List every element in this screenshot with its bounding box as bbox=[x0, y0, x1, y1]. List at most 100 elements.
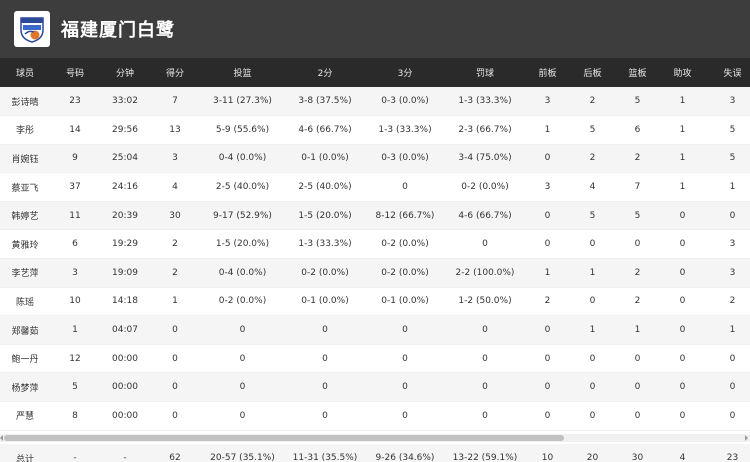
stat-cell-oreb: 1 bbox=[525, 258, 570, 288]
column-header[interactable]: 分钟 bbox=[115, 69, 134, 79]
player-name: 李彤 bbox=[0, 115, 50, 145]
column-header[interactable]: 前板 bbox=[538, 69, 557, 79]
stat-cell-tov: 1 bbox=[705, 315, 750, 345]
totals-reb: 30 bbox=[631, 453, 644, 462]
stat-cell-two: 0 bbox=[285, 372, 365, 403]
totals-ft: 13-22 (59.1%) bbox=[452, 453, 518, 462]
stat-cell-reb: 0 bbox=[615, 372, 660, 403]
stat-cell-ast: 0 bbox=[660, 315, 705, 345]
stat-cell-dreb: 1 bbox=[570, 315, 615, 345]
stat-cell-two: 3-8 (37.5%) bbox=[285, 87, 365, 117]
stat-cell-minutes: 33:02 bbox=[100, 87, 150, 117]
stat-cell-tov: 3 bbox=[705, 87, 750, 117]
stat-cell-tov: 0 bbox=[705, 201, 750, 231]
scroll-right-icon[interactable] bbox=[745, 435, 748, 441]
stat-cell-number: 5 bbox=[50, 372, 100, 403]
stat-cell-ast: 1 bbox=[660, 172, 705, 202]
scrollbar-thumb[interactable] bbox=[4, 435, 564, 441]
horizontal-scrollbar[interactable] bbox=[0, 434, 750, 442]
stat-cell-three: 0-1 (0.0%) bbox=[365, 287, 445, 317]
stat-cell-points: 0 bbox=[150, 401, 200, 431]
player-name: 严慧 bbox=[0, 401, 50, 431]
stat-cell-reb: 0 bbox=[615, 344, 660, 374]
column-header[interactable]: 罚球 bbox=[475, 69, 494, 79]
stat-cell-ft: 0 bbox=[445, 372, 525, 403]
totals-fg: 20-57 (35.1%) bbox=[210, 453, 275, 462]
stat-cell-dreb: 5 bbox=[570, 115, 615, 145]
table-row: 郑馨茹 1 04:07 0 0 0 0 0 0 1 1 0 1 bbox=[0, 315, 750, 345]
stat-cell-fg: 9-17 (52.9%) bbox=[200, 201, 285, 231]
stat-cell-minutes: 29:56 bbox=[100, 115, 150, 145]
column-header[interactable]: 助攻 bbox=[673, 69, 692, 79]
column-header[interactable]: 投篮 bbox=[233, 69, 252, 79]
stat-cell-two: 0 bbox=[285, 315, 365, 345]
scroll-left-icon[interactable] bbox=[0, 435, 3, 441]
player-name: 蔡亚飞 bbox=[0, 172, 50, 202]
stat-cell-ft: 1-2 (50.0%) bbox=[445, 287, 525, 317]
column-header[interactable]: 后板 bbox=[583, 69, 602, 79]
stat-cell-minutes: 20:39 bbox=[100, 201, 150, 231]
stat-cell-fg: 0 bbox=[200, 344, 285, 374]
stat-cell-oreb: 3 bbox=[525, 172, 570, 202]
column-header[interactable]: 篮板 bbox=[628, 69, 647, 79]
table-row: 鲍一丹 12 00:00 0 0 0 0 0 0 0 0 0 0 bbox=[0, 344, 750, 374]
stat-cell-dreb: 0 bbox=[570, 344, 615, 374]
stat-cell-oreb: 0 bbox=[525, 144, 570, 174]
stat-cell-three: 0 bbox=[365, 401, 445, 431]
column-header[interactable]: 失误 bbox=[723, 69, 742, 79]
stat-cell-points: 4 bbox=[150, 172, 200, 202]
stat-cell-ft: 4-6 (66.7%) bbox=[445, 201, 525, 231]
totals-row: 总计 - - 62 20-57 (35.1%) 11-31 (35.5%) 9-… bbox=[0, 444, 750, 462]
stat-cell-minutes: 19:29 bbox=[100, 229, 150, 260]
team-name: 福建厦门白鹭 bbox=[61, 20, 175, 41]
box-score-table: 球员 号码 分钟 得分 投篮 2分 3分 罚球 前板 后板 篮板 助攻 失误 彭诗晴 23 33:02 7 3-… bbox=[0, 58, 750, 431]
stat-cell-three: 0-2 (0.0%) bbox=[365, 258, 445, 288]
box-score-panel[interactable]: 球员 号码 分钟 得分 投篮 2分 3分 罚球 前板 后板 篮板 助攻 失误 彭诗晴 23 33:02 7 3-… bbox=[0, 58, 750, 462]
stat-cell-dreb: 2 bbox=[570, 87, 615, 117]
totals-number: - bbox=[73, 453, 77, 462]
column-header[interactable]: 球员 bbox=[15, 69, 34, 79]
stat-cell-minutes: 25:04 bbox=[100, 144, 150, 174]
stat-cell-minutes: 19:09 bbox=[100, 258, 150, 288]
stat-cell-fg: 2-5 (40.0%) bbox=[200, 172, 285, 202]
column-header[interactable]: 2分 bbox=[317, 69, 333, 79]
column-header[interactable]: 得分 bbox=[165, 69, 184, 79]
stat-cell-two: 1-3 (33.3%) bbox=[285, 229, 365, 260]
table-row: 肖婉钰 9 25:04 3 0-4 (0.0%) 0-1 (0.0%) 0-3 (0.0%)… bbox=[0, 144, 750, 174]
stat-cell-fg: 1-5 (20.0%) bbox=[200, 229, 285, 260]
stat-cell-tov: 0 bbox=[705, 372, 750, 403]
stat-cell-ast: 0 bbox=[660, 287, 705, 317]
totals-oreb: 10 bbox=[541, 453, 554, 462]
stat-cell-minutes: 24:16 bbox=[100, 172, 150, 202]
player-name: 陈瑶 bbox=[0, 287, 50, 317]
stat-cell-reb: 2 bbox=[615, 258, 660, 288]
stat-cell-points: 7 bbox=[150, 87, 200, 117]
stat-cell-number: 37 bbox=[50, 172, 100, 202]
table-row: 彭诗晴 23 33:02 7 3-11 (27.3%) 3-8 (37.5%) 0-3 (0… bbox=[0, 87, 750, 117]
totals-two: 11-31 (35.5%) bbox=[292, 453, 358, 462]
totals-points: 62 bbox=[169, 453, 181, 462]
stat-cell-three: 0 bbox=[365, 172, 445, 202]
table-row: 杨梦萍 5 00:00 0 0 0 0 0 0 0 0 0 0 bbox=[0, 372, 750, 403]
stat-cell-oreb: 0 bbox=[525, 315, 570, 345]
table-row: 蔡亚飞 37 24:16 4 2-5 (40.0%) 2-5 (40.0%) 0 0-2 (0… bbox=[0, 172, 750, 202]
stat-cell-ast: 0 bbox=[660, 229, 705, 260]
stat-cell-oreb: 0 bbox=[525, 401, 570, 431]
stat-cell-ast: 0 bbox=[660, 401, 705, 431]
player-name: 郑馨茹 bbox=[0, 315, 50, 345]
stat-cell-ft: 0 bbox=[445, 344, 525, 374]
stat-cell-ast: 0 bbox=[660, 372, 705, 403]
player-name: 韩婷艺 bbox=[0, 201, 50, 231]
stat-cell-three: 0-3 (0.0%) bbox=[365, 87, 445, 117]
stat-cell-fg: 0 bbox=[200, 372, 285, 403]
stat-cell-minutes: 14:18 bbox=[100, 287, 150, 317]
column-header[interactable]: 3分 bbox=[397, 69, 413, 79]
totals-three: 9-26 (34.6%) bbox=[375, 453, 435, 462]
stat-cell-oreb: 0 bbox=[525, 344, 570, 374]
stat-cell-number: 9 bbox=[50, 144, 100, 174]
player-name: 李艺萍 bbox=[0, 258, 50, 288]
stat-cell-number: 6 bbox=[50, 229, 100, 260]
table-row: 韩婷艺 11 20:39 30 9-17 (52.9%) 1-5 (20.0%) 8-12 … bbox=[0, 201, 750, 231]
stat-cell-minutes: 00:00 bbox=[100, 372, 150, 403]
column-header[interactable]: 号码 bbox=[65, 69, 84, 79]
